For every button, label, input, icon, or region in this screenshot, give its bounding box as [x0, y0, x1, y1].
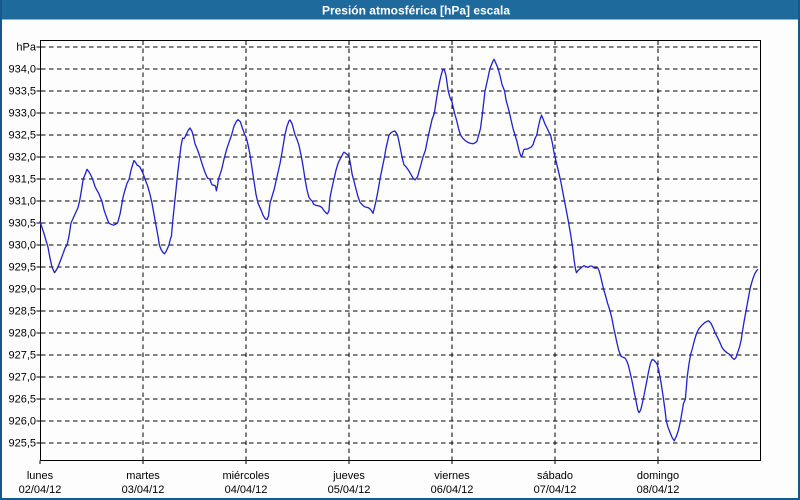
- svg-text:Presión atmosférica [hPa] esca: Presión atmosférica [hPa] escala: [322, 4, 510, 18]
- svg-text:viernes: viernes: [434, 470, 470, 482]
- svg-text:933,5: 933,5: [8, 86, 36, 98]
- svg-text:926,0: 926,0: [8, 416, 36, 428]
- svg-text:927,5: 927,5: [8, 350, 36, 362]
- svg-text:06/04/12: 06/04/12: [431, 484, 474, 496]
- svg-text:07/04/12: 07/04/12: [534, 484, 577, 496]
- svg-text:hPa: hPa: [16, 42, 36, 54]
- svg-text:931,0: 931,0: [8, 196, 36, 208]
- svg-text:08/04/12: 08/04/12: [637, 484, 680, 496]
- svg-text:928,0: 928,0: [8, 328, 36, 340]
- svg-text:932,0: 932,0: [8, 152, 36, 164]
- svg-text:jueves: jueves: [332, 470, 365, 482]
- svg-text:05/04/12: 05/04/12: [328, 484, 371, 496]
- svg-text:931,5: 931,5: [8, 174, 36, 186]
- svg-text:932,5: 932,5: [8, 130, 36, 142]
- svg-text:925,5: 925,5: [8, 438, 36, 450]
- svg-text:930,0: 930,0: [8, 240, 36, 252]
- svg-text:miércoles: miércoles: [222, 470, 270, 482]
- svg-text:929,0: 929,0: [8, 284, 36, 296]
- svg-text:martes: martes: [126, 470, 160, 482]
- svg-text:933,0: 933,0: [8, 108, 36, 120]
- svg-text:934,0: 934,0: [8, 64, 36, 76]
- svg-text:927,0: 927,0: [8, 372, 36, 384]
- svg-text:926,5: 926,5: [8, 394, 36, 406]
- svg-text:lunes: lunes: [27, 470, 54, 482]
- svg-text:04/04/12: 04/04/12: [225, 484, 268, 496]
- svg-text:929,5: 929,5: [8, 262, 36, 274]
- svg-text:03/04/12: 03/04/12: [122, 484, 165, 496]
- svg-text:930,5: 930,5: [8, 218, 36, 230]
- svg-text:sábado: sábado: [537, 470, 573, 482]
- svg-text:928,5: 928,5: [8, 306, 36, 318]
- svg-text:02/04/12: 02/04/12: [19, 484, 62, 496]
- svg-text:domingo: domingo: [637, 470, 679, 482]
